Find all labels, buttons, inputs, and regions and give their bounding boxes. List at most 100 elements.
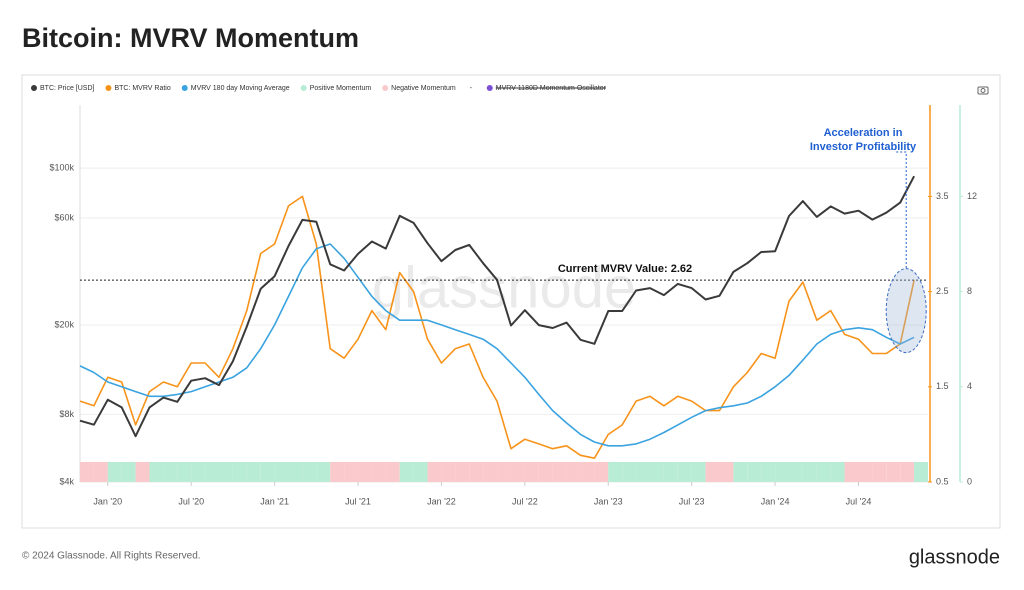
positive-momentum [316, 462, 331, 482]
positive-momentum [747, 462, 762, 482]
annotation: Investor Profitability [810, 141, 917, 153]
positive-momentum [260, 462, 275, 482]
negative-momentum [358, 462, 372, 482]
positive-momentum [232, 462, 247, 482]
x-tick-label: Jul '23 [679, 496, 705, 506]
positive-momentum [816, 462, 831, 482]
positive-momentum [191, 462, 206, 482]
annotation: Acceleration in [824, 127, 903, 139]
positive-momentum [622, 462, 637, 482]
legend-swatch [300, 85, 307, 91]
legend-swatch [105, 85, 112, 91]
positive-momentum [636, 462, 650, 482]
positive-momentum [761, 462, 776, 482]
y-tick-label: $20k [54, 319, 74, 329]
negative-momentum [455, 462, 470, 482]
negative-momentum [330, 462, 345, 482]
x-tick-label: Jan '24 [761, 496, 790, 506]
negative-momentum [858, 462, 873, 482]
legend-swatch [31, 85, 37, 91]
camera-icon[interactable] [977, 86, 989, 95]
negative-momentum [385, 462, 400, 482]
negative-momentum [93, 462, 108, 482]
negative-momentum [538, 462, 553, 482]
watermark: glassnode [372, 255, 636, 320]
legend-label[interactable]: Positive Momentum [310, 85, 372, 92]
negative-momentum [469, 462, 484, 482]
negative-momentum [886, 462, 901, 482]
legend-swatch [382, 85, 389, 91]
positive-momentum [788, 462, 803, 482]
footer: © 2024 Glassnode. All Rights Reserved. [22, 551, 201, 562]
positive-momentum [608, 462, 623, 482]
annotation-connector [896, 151, 907, 269]
legend-label[interactable]: BTC: Price [USD] [40, 85, 95, 92]
negative-momentum [900, 462, 915, 482]
positive-momentum [246, 462, 261, 482]
negative-momentum [441, 462, 456, 482]
y3-tick-label: 4 [967, 381, 972, 391]
x-tick-label: Jul '22 [512, 496, 538, 506]
x-tick-label: Jan '23 [594, 496, 623, 506]
negative-momentum [872, 462, 887, 482]
negative-momentum [524, 462, 539, 482]
x-tick-label: Jul '20 [178, 496, 204, 506]
negative-momentum [344, 462, 359, 482]
y3-tick-label: 8 [967, 286, 972, 296]
x-tick-label: Jul '21 [345, 496, 371, 506]
positive-momentum [691, 462, 706, 482]
series-line [79, 195, 915, 459]
negative-momentum [719, 462, 734, 482]
legend-label[interactable]: BTC: MVRV Ratio [114, 85, 170, 92]
y2-tick-label: 3.5 [936, 191, 949, 201]
y-tick-label: $100k [49, 162, 74, 172]
positive-momentum [219, 462, 233, 482]
negative-momentum [80, 462, 94, 482]
y2-tick-label: 0.5 [936, 476, 949, 486]
positive-momentum [163, 462, 178, 482]
y3-tick-label: 0 [967, 476, 972, 486]
positive-momentum [121, 462, 136, 482]
negative-momentum [371, 462, 386, 482]
positive-momentum [302, 462, 317, 482]
y2-tick-label: 2.5 [936, 286, 949, 296]
reference-label: Current MVRV Value: 2.62 [558, 263, 692, 275]
negative-momentum [552, 462, 567, 482]
positive-momentum [830, 462, 845, 482]
legend-swatch [486, 85, 493, 91]
chart-frame [21, 74, 1001, 529]
negative-momentum [594, 462, 609, 482]
x-tick-label: Jan '20 [93, 496, 122, 506]
negative-momentum [844, 462, 859, 482]
y-tick-label: $8k [59, 409, 74, 419]
y-tick-label: $4k [59, 476, 74, 486]
negative-momentum [427, 462, 442, 482]
y3-tick-label: 12 [967, 191, 977, 201]
positive-momentum [677, 462, 692, 482]
positive-momentum [399, 462, 414, 482]
negative-momentum [497, 462, 511, 482]
positive-momentum [733, 462, 748, 482]
positive-momentum [274, 462, 289, 482]
y-tick-label: $60k [54, 212, 74, 222]
positive-momentum [107, 462, 122, 482]
positive-momentum [802, 462, 817, 482]
negative-momentum [510, 462, 525, 482]
positive-momentum [775, 462, 789, 482]
negative-momentum [566, 462, 581, 482]
positive-momentum [177, 462, 192, 482]
negative-momentum [483, 462, 498, 482]
positive-momentum [649, 462, 664, 482]
legend-swatch [181, 85, 188, 91]
highlight-ellipse [885, 268, 927, 354]
positive-momentum [663, 462, 678, 482]
negative-momentum [580, 462, 595, 482]
legend-label[interactable]: MVRV 180 day Moving Average [191, 85, 290, 92]
positive-momentum [413, 462, 428, 482]
legend-label[interactable]: Negative Momentum [391, 85, 456, 92]
y2-tick-label: 1.5 [936, 381, 949, 391]
x-tick-label: Jan '21 [260, 496, 289, 506]
positive-momentum [914, 462, 928, 482]
series-line [79, 243, 915, 447]
